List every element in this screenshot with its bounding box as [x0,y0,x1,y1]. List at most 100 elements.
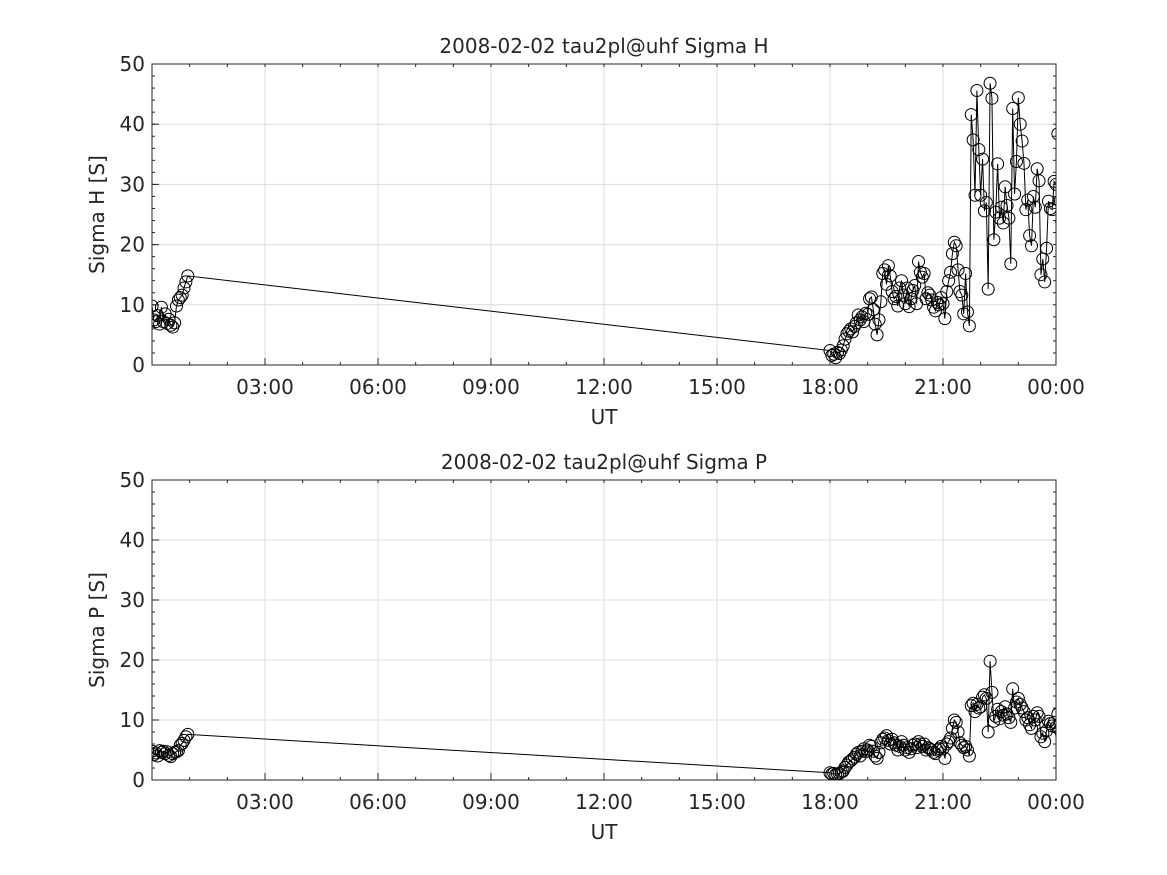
data-point-marker [179,275,193,289]
data-point-marker [883,269,897,283]
data-point-marker [930,743,944,757]
data-point-marker [840,327,854,341]
x-axis-label: UT [591,820,619,844]
data-point-marker [981,282,995,296]
data-point-marker [1011,691,1025,705]
data-point-marker [959,739,973,753]
data-point-marker [947,235,961,249]
data-point-marker [987,233,1001,247]
data-point-marker [1025,239,1039,253]
data-point-marker [1015,134,1029,148]
data-point-marker [836,339,850,353]
data-point-marker [160,745,174,759]
data-point-marker [1053,724,1056,735]
data-point-marker [977,688,991,702]
data-point-marker [960,743,974,757]
x-tick-label: 09:00 [462,375,520,399]
data-point-marker [1047,174,1056,188]
data-point-marker [1040,241,1054,255]
data-point-marker [902,300,916,314]
data-point-marker [177,281,191,295]
data-point-marker [915,270,929,284]
data-point-marker [1038,275,1052,289]
chart-title: 2008-02-02 tau2pl@uhf Sigma H [439,34,768,58]
data-point-marker [874,295,888,309]
data-point-marker [1030,706,1044,720]
data-point-marker [181,727,195,741]
data-point-marker [977,204,991,218]
data-point-marker [891,299,905,313]
data-point-marker [1045,203,1056,217]
data-point-marker [1028,200,1042,214]
x-tick-label: 03:00 [236,375,294,399]
data-point-marker [181,269,195,283]
data-point-marker [951,263,965,277]
data-point-marker [154,300,168,314]
data-point-marker [1053,195,1056,207]
data-point-marker [942,735,956,749]
data-point-marker [1032,174,1046,188]
data-point-marker [171,744,185,758]
y-tick-label: 0 [132,353,145,377]
data-point-marker [152,746,163,760]
x-tick-label: 21:00 [914,790,972,814]
data-point-marker [938,312,952,326]
data-point-marker [921,286,935,300]
series-line [152,83,1056,360]
x-tick-label: 09:00 [462,790,520,814]
data-point-marker [908,737,922,751]
y-tick-label: 40 [120,528,145,552]
data-point-marker [1017,156,1031,170]
data-point-marker [1036,726,1050,740]
data-point-marker [947,713,961,727]
data-point-marker [872,313,886,327]
data-point-marker [942,274,956,288]
data-point-marker [985,685,999,699]
data-point-marker [168,316,182,330]
data-point-marker [925,743,939,757]
data-point-marker [866,303,880,317]
data-point-marker [953,285,967,299]
data-point-marker [1028,713,1042,727]
data-point-marker [998,180,1012,194]
data-point-marker [1049,720,1056,734]
data-point-marker [868,749,882,763]
data-point-marker [164,318,178,332]
data-point-marker [934,739,948,753]
data-point-marker [976,152,990,166]
data-point-marker [1023,229,1037,243]
sigma-p-panel: 03:00 06:00 09:00 12:00 15:00 18:00 21:00 00:00… [85,450,1085,844]
data-point-marker [179,730,193,744]
x-tick-label: 06:00 [349,790,407,814]
x-tick-label: 12:00 [575,790,633,814]
data-point-marker [970,83,984,97]
data-point-marker [964,108,978,122]
data-point-marker [1000,198,1014,212]
data-point-marker [1013,697,1027,711]
y-tick-label: 30 [120,588,145,612]
y-axis-label: Sigma P [S] [85,572,109,688]
y-tick-label: 50 [120,468,145,492]
data-point-marker [1009,155,1023,169]
data-point-marker [846,325,860,339]
x-axis-label: UT [591,405,619,429]
y-tick-label: 0 [132,768,145,792]
data-point-marker [1002,211,1016,225]
data-point-marker [917,266,931,280]
data-point-marker [152,299,159,313]
y-tick-label: 50 [120,52,145,76]
data-point-marker [912,735,926,749]
data-point-marker [171,293,185,307]
data-point-marker [1026,189,1040,203]
data-point-marker [932,742,946,756]
data-point-marker [1013,117,1027,131]
data-point-marker [955,288,969,302]
data-point-marker [951,725,965,739]
data-point-marker [169,299,183,313]
data-point-marker [1043,201,1056,215]
data-point-marker [832,347,846,361]
data-point-marker [908,279,922,293]
data-point-marker [893,281,907,295]
data-point-marker [991,157,1005,171]
x-tick-label: 00:00 [1027,790,1085,814]
